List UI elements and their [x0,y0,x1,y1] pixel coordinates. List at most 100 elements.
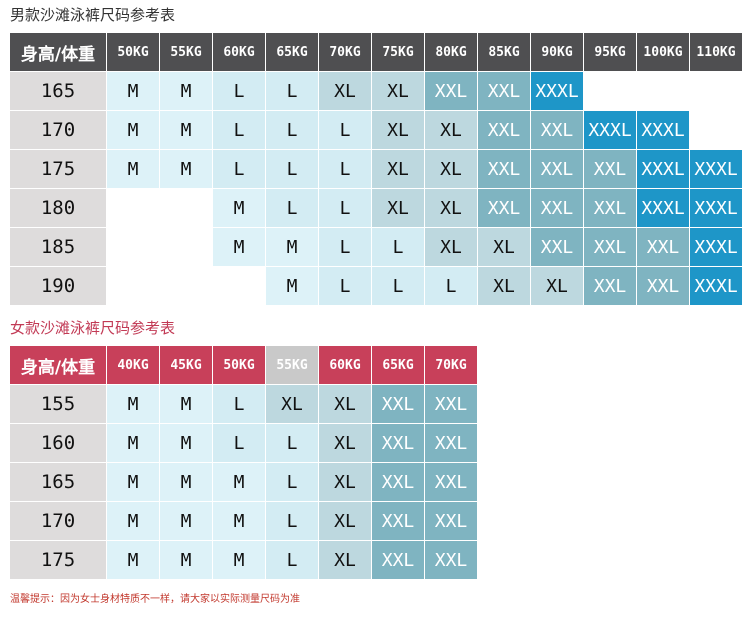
size-cell: XL [425,111,477,149]
size-cell: L [266,424,318,462]
size-cell: L [213,424,265,462]
size-cell: L [266,463,318,501]
size-cell: XL [478,267,530,305]
size-cell: XL [319,463,371,501]
size-cell: L [213,111,265,149]
size-cell: M [213,189,265,227]
height-label: 165 [10,72,106,110]
size-cell: XL [372,150,424,188]
size-cell: M [160,541,212,579]
weight-header: 60KG [319,346,371,384]
size-cell: XXL [531,150,583,188]
size-cell: M [266,267,318,305]
size-cell: L [266,111,318,149]
size-cell: XXXL [690,228,742,266]
size-cell: XL [372,189,424,227]
size-cell: XXXL [531,72,583,110]
size-cell: L [266,72,318,110]
weight-header: 100KG [637,33,689,71]
size-cell [160,189,212,227]
height-label: 160 [10,424,106,462]
weight-header: 45KG [160,346,212,384]
size-cell: XXL [637,267,689,305]
size-cell: XXL [372,541,424,579]
size-cell: XXL [425,541,477,579]
size-cell: L [372,228,424,266]
size-cell: XL [425,189,477,227]
height-label: 175 [10,541,106,579]
size-cell: M [213,502,265,540]
corner-header: 身高/体重 [10,346,106,384]
size-cell: XXL [372,463,424,501]
men-size-table: 身高/体重 50KG 55KG 60KG 65KG 70KG 75KG 80KG 85KG 90K… [10,33,742,305]
size-cell: M [160,72,212,110]
size-cell: XXXL [690,189,742,227]
size-cell: M [160,463,212,501]
size-cell: XL [266,385,318,423]
height-label: 170 [10,111,106,149]
size-cell: M [266,228,318,266]
weight-header: 70KG [425,346,477,384]
size-cell [107,228,159,266]
size-cell: XL [319,541,371,579]
size-cell: L [213,150,265,188]
size-cell: M [107,72,159,110]
size-cell: L [319,189,371,227]
size-cell: L [213,385,265,423]
size-cell: XXL [584,150,636,188]
height-label: 190 [10,267,106,305]
size-cell: XXL [425,463,477,501]
size-cell: XXL [584,267,636,305]
height-label: 170 [10,502,106,540]
size-cell: M [160,385,212,423]
women-size-table: 身高/体重 40KG 45KG 50KG 55KG 60KG 65KG 70KG 155 M M L X… [10,346,477,579]
size-cell: XXL [637,228,689,266]
weight-header: 60KG [213,33,265,71]
size-cell: M [107,150,159,188]
size-cell: XL [372,111,424,149]
weight-header: 95KG [584,33,636,71]
men-table-title: 男款沙滩泳裤尺码参考表 [10,7,176,24]
size-cell [690,72,742,110]
size-cell: XXL [425,385,477,423]
size-cell: XXXL [584,111,636,149]
size-cell: XXL [531,189,583,227]
size-note: 温馨提示：因为女士身材特质不一样，请大家以实际测量尺码为准 [10,594,300,605]
size-cell: XXXL [637,111,689,149]
weight-header: 65KG [266,33,318,71]
weight-header: 55KG [160,33,212,71]
women-table-title: 女款沙滩泳裤尺码参考表 [10,320,176,337]
size-cell [690,111,742,149]
height-label: 185 [10,228,106,266]
size-cell: M [160,150,212,188]
size-cell: XXL [584,228,636,266]
size-cell: L [319,267,371,305]
size-cell: M [107,502,159,540]
size-cell: XL [425,228,477,266]
weight-header: 70KG [319,33,371,71]
size-cell: M [107,463,159,501]
size-cell: XXL [478,150,530,188]
weight-header: 85KG [478,33,530,71]
size-cell [584,72,636,110]
size-cell: XXL [425,502,477,540]
size-cell: M [213,463,265,501]
size-cell [107,189,159,227]
size-cell: XXXL [690,150,742,188]
size-cell: XL [319,72,371,110]
size-cell: XXL [372,424,424,462]
size-cell: XXL [531,228,583,266]
size-cell: M [107,385,159,423]
size-cell: L [425,267,477,305]
size-cell: M [107,424,159,462]
size-cell: XXXL [637,150,689,188]
weight-header: 65KG [372,346,424,384]
size-cell: M [213,228,265,266]
size-cell: M [160,502,212,540]
size-cell: XXL [425,424,477,462]
size-cell: L [319,111,371,149]
size-cell: M [107,111,159,149]
weight-header: 75KG [372,33,424,71]
weight-header: 40KG [107,346,159,384]
size-cell: XXXL [690,267,742,305]
